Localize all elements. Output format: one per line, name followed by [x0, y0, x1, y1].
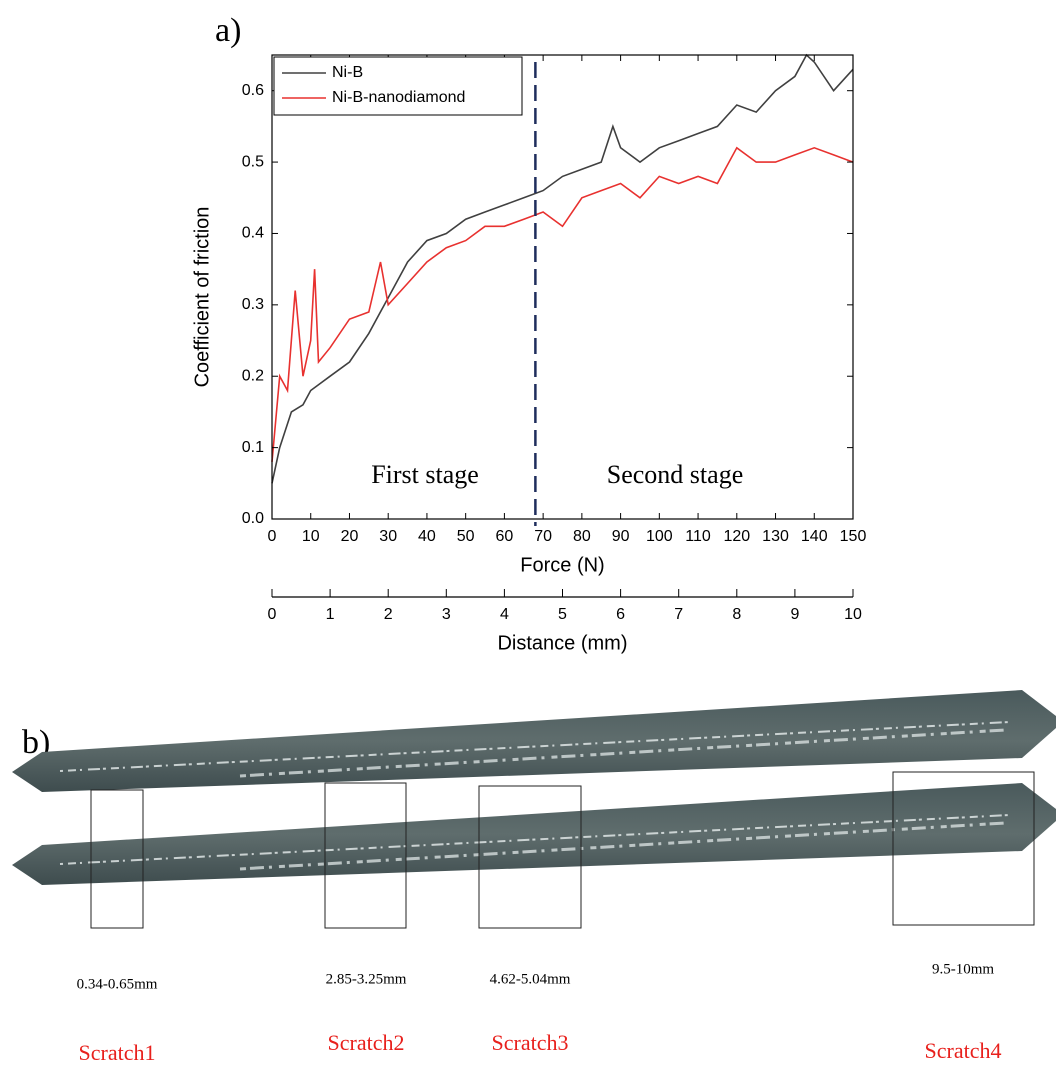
- x-tick-label: 70: [534, 528, 552, 545]
- legend-label: Ni-B-nanodiamond: [332, 89, 465, 106]
- x-tick-label: 90: [612, 528, 630, 545]
- x2-tick-label: 5: [558, 606, 567, 623]
- x-tick-label: 20: [341, 528, 359, 545]
- x-tick-label: 40: [418, 528, 436, 545]
- scratch-range: 2.85-3.25mm: [326, 971, 407, 987]
- x-tick-label: 60: [496, 528, 514, 545]
- x-tick-label: 100: [646, 528, 673, 545]
- x2-tick-label: 4: [500, 606, 509, 623]
- y-tick-label: 0.4: [242, 225, 264, 242]
- x-tick-label: 50: [457, 528, 475, 545]
- x-tick-label: 110: [685, 528, 711, 545]
- x2-tick-label: 0: [268, 606, 277, 623]
- scratch-range: 0.34-0.65mm: [77, 976, 158, 992]
- x2-tick-label: 3: [442, 606, 451, 623]
- stage-label: First stage: [371, 460, 479, 489]
- panel-label: a): [215, 12, 241, 49]
- x2-tick-label: 8: [732, 606, 741, 623]
- y-tick-label: 0.2: [242, 367, 264, 384]
- x-tick-label: 80: [573, 528, 591, 545]
- y-tick-label: 0.3: [242, 296, 264, 313]
- scratch-range: 4.62-5.04mm: [490, 971, 571, 987]
- x2-tick-label: 7: [674, 606, 683, 623]
- x2-tick-label: 1: [326, 606, 335, 623]
- scratch-name: Scratch2: [328, 1030, 405, 1055]
- x-tick-label: 0: [268, 528, 277, 545]
- x2-tick-label: 6: [616, 606, 625, 623]
- stage-label: Second stage: [607, 460, 743, 489]
- plot-frame: [271, 54, 854, 520]
- x-tick-label: 150: [840, 528, 867, 545]
- scratch-photo: [12, 690, 1056, 885]
- x-axis-title: Force (N): [520, 554, 604, 576]
- x-tick-label: 30: [379, 528, 397, 545]
- y-tick-label: 0.1: [242, 439, 264, 456]
- x2-axis-title: Distance (mm): [497, 632, 627, 654]
- y-tick-label: 0.0: [242, 510, 264, 527]
- y-tick-label: 0.6: [242, 82, 264, 99]
- x-tick-label: 140: [801, 528, 828, 545]
- x2-tick-label: 2: [384, 606, 393, 623]
- scratch-range: 9.5-10mm: [932, 961, 994, 977]
- scratch-name: Scratch1: [79, 1040, 156, 1065]
- x-tick-label: 130: [762, 528, 789, 545]
- data-line: [271, 146, 854, 462]
- legend-box: [273, 56, 523, 116]
- y-tick-label: 0.5: [242, 153, 264, 170]
- x-tick-label: 10: [302, 528, 320, 545]
- x-tick-label: 120: [723, 528, 750, 545]
- scratch-boxes: [90, 771, 1035, 929]
- legend-label: Ni-B: [332, 64, 363, 81]
- y-axis-title: Coefficient of friction: [191, 207, 213, 388]
- scratch-name: Scratch3: [492, 1030, 569, 1055]
- data-line: [271, 53, 854, 484]
- scratch-name: Scratch4: [925, 1038, 1002, 1063]
- x2-tick-label: 9: [790, 606, 799, 623]
- x2-tick-label: 10: [844, 606, 862, 623]
